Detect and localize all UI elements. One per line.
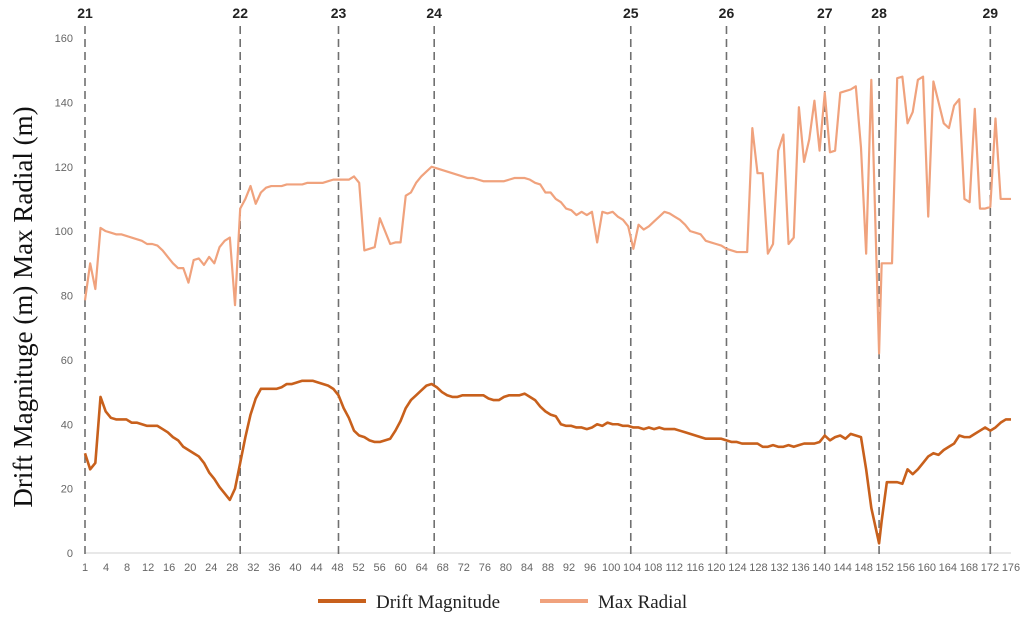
x-tick-label: 28 [226,562,238,574]
x-tick-label: 60 [395,562,407,574]
series-lines [83,75,1011,545]
y-tick-label: 140 [55,97,73,109]
x-tick-label: 72 [458,562,470,574]
x-tick-label: 116 [687,562,705,574]
x-tick-label: 136 [791,562,809,574]
y-axis-label: Drift Magnituge (m) Max Radial (m) [8,106,38,507]
segment-label: 24 [426,5,442,21]
segment-label: 25 [623,5,639,21]
x-tick-label: 64 [416,562,428,574]
y-tick-label: 0 [67,548,73,560]
x-tick-label: 144 [833,562,851,574]
x-tick-label: 20 [184,562,196,574]
y-tick-label: 20 [61,484,73,496]
y-tick-label: 160 [55,33,73,45]
series-line-drift-magnitude [83,379,1011,545]
x-tick-label: 84 [521,562,533,574]
x-tick-label: 112 [665,562,683,574]
x-tick-label: 176 [1002,562,1020,574]
y-tick-label: 40 [61,419,73,431]
x-tick-label: 160 [918,562,936,574]
segment-label: 22 [232,5,248,21]
x-tick-label: 120 [707,562,725,574]
x-tick-label: 68 [437,562,449,574]
x-tick-label: 88 [542,562,554,574]
x-tick-label: 132 [770,562,788,574]
x-tick-label: 168 [960,562,978,574]
y-tick-label: 100 [55,226,73,238]
x-tick-label: 92 [563,562,575,574]
segment-label: 27 [817,5,833,21]
x-tick-label: 104 [623,562,641,574]
y-tick-label: 120 [55,162,73,174]
y-tick-label: 60 [61,355,73,367]
y-tick-label: 80 [61,291,73,303]
x-tick-label: 40 [289,562,301,574]
x-tick-label: 140 [812,562,830,574]
x-tick-label: 56 [374,562,386,574]
x-tick-label: 76 [479,562,491,574]
segment-label: 28 [871,5,887,21]
x-tick-label: 24 [205,562,217,574]
x-axis-ticks: 1 4 8 12 16 20 24 28 32 36 40 44 48 52 56 60 64 68 72 76 80 8… [82,562,1020,574]
x-tick-label: 12 [142,562,154,574]
segment-label: 26 [719,5,735,21]
segment-markers: 21 22 23 24 25 26 27 28 29 [77,5,998,559]
legend-label: Max Radial [598,592,687,613]
x-tick-label: 96 [584,562,596,574]
x-tick-label: 152 [876,562,894,574]
segment-label: 21 [77,5,93,21]
x-tick-label: 156 [897,562,915,574]
segment-label: 29 [983,5,999,21]
x-tick-label: 44 [310,562,322,574]
x-tick-label: 108 [644,562,662,574]
x-tick-label: 48 [331,562,343,574]
x-tick-label: 32 [247,562,259,574]
x-tick-label: 80 [500,562,512,574]
x-tick-label: 148 [855,562,873,574]
x-tick-label: 16 [163,562,175,574]
x-tick-label: 128 [749,562,767,574]
legend-label: Drift Magnitude [376,592,500,613]
x-tick-label: 1 [82,562,88,574]
x-tick-label: 164 [939,562,957,574]
x-tick-label: 124 [728,562,746,574]
x-tick-label: 172 [981,562,999,574]
legend: Drift Magnitude Max Radial [318,592,687,613]
x-tick-label: 8 [124,562,130,574]
series-line-max-radial [83,75,1011,355]
segment-label: 23 [331,5,347,21]
x-tick-label: 100 [602,562,620,574]
x-tick-label: 4 [103,562,109,574]
x-tick-label: 52 [352,562,364,574]
x-tick-label: 36 [268,562,280,574]
y-axis-ticks: 0 20 40 60 80 100 120 140 160 [55,33,73,560]
